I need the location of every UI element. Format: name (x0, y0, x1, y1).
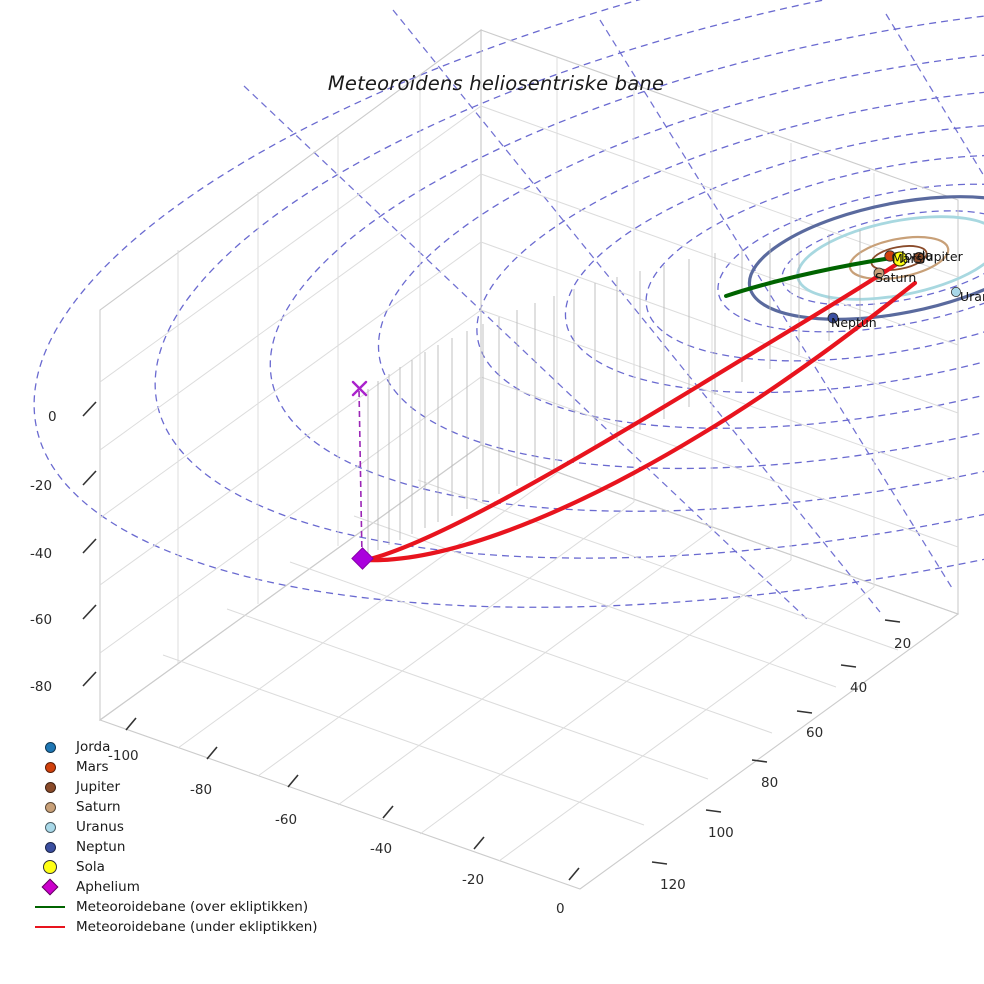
ecliptic-projection-grid (243, 9, 984, 621)
legend-item-jorda: Jorda (30, 737, 320, 757)
z-tick-label: -20 (30, 478, 53, 494)
annotation-uranus: Uranus (960, 289, 984, 304)
x-tick-label: -100 (108, 748, 139, 764)
orbit-projection-ellipses (33, 0, 984, 608)
legend-label: Sola (76, 859, 105, 875)
legend: Jorda Mars Jupiter Saturn Uranus (30, 737, 320, 937)
marker-saturn (873, 267, 885, 279)
y-tick-label: 60 (806, 725, 824, 741)
legend-line-red-icon (30, 917, 70, 937)
legend-item-saturn: Saturn (30, 797, 320, 817)
legend-item-aphelium: Aphelium (30, 877, 320, 897)
legend-label: Meteoroidebane (under ekliptikken) (76, 919, 318, 935)
z-tick-label: -60 (30, 612, 53, 628)
x-tick-label: -40 (370, 841, 393, 857)
annotation-jorda: Jorda (901, 248, 933, 263)
marker-aphelion-projection (351, 380, 368, 397)
y-tick-label: 20 (894, 636, 912, 652)
legend-label: Aphelium (76, 879, 140, 895)
right-wall-gridlines (480, 58, 959, 587)
marker-sola (892, 251, 908, 267)
legend-marker-jupiter-icon (30, 777, 70, 797)
y-tick-label: 100 (708, 825, 734, 841)
orbit-saturn (848, 235, 950, 281)
legend-marker-aphelium-icon (30, 877, 70, 897)
legend-item-orbit-under-ecliptic: Meteoroidebane (under ekliptikken) (30, 917, 320, 937)
legend-item-neptun: Neptun (30, 837, 320, 857)
annotation-neptun: Neptun (831, 315, 877, 330)
legend-marker-uranus-icon (30, 817, 70, 837)
legend-label: Jorda (76, 739, 111, 755)
meteoroid-orbit-under-ecliptic-lower (363, 280, 918, 563)
left-wall-gridlines (99, 74, 482, 663)
x-tick-label: -20 (462, 872, 485, 888)
x-tick-label: 0 (556, 901, 565, 917)
legend-label: Neptun (76, 839, 126, 855)
legend-item-uranus: Uranus (30, 817, 320, 837)
annotation-jupiter: Jupiter (922, 249, 963, 264)
legend-label: Uranus (76, 819, 124, 835)
x-tick-label: -60 (275, 812, 298, 828)
z-tick-label: -40 (30, 546, 53, 562)
legend-item-orbit-over-ecliptic: Meteoroidebane (over ekliptikken) (30, 897, 320, 917)
legend-label: Mars (76, 759, 109, 775)
axes-3d-box (98, 28, 960, 890)
legend-item-mars: Mars (30, 757, 320, 777)
legend-marker-neptun-icon (30, 837, 70, 857)
z-tick-label: 0 (48, 409, 57, 425)
legend-label: Jupiter (76, 779, 121, 795)
z-tick-label: -80 (30, 679, 53, 695)
legend-item-sola: Sola (30, 857, 320, 877)
marker-uranus (951, 286, 962, 297)
annotation-saturn: Saturn (875, 270, 917, 285)
legend-marker-sola-icon (30, 857, 70, 877)
marker-aphelion (351, 547, 374, 570)
y-tick-label: 120 (660, 877, 686, 893)
floor-gridlines (162, 472, 899, 862)
legend-line-green-icon (30, 897, 70, 917)
legend-item-jupiter: Jupiter (30, 777, 320, 797)
y-tick-label: 40 (850, 680, 868, 696)
legend-label: Meteoroidebane (over ekliptikken) (76, 899, 309, 915)
meteoroid-orbit-under-ecliptic-upper (363, 259, 903, 563)
annotation-mars: Mars (892, 251, 923, 266)
planet-markers (827, 250, 962, 324)
marker-jupiter (913, 251, 926, 264)
y-tick-label: 80 (761, 775, 779, 791)
page-title: Meteoroidens heliosentriske bane (327, 72, 665, 95)
legend-marker-jorda-icon (30, 737, 70, 757)
legend-marker-saturn-icon (30, 797, 70, 817)
marker-neptun (827, 312, 839, 324)
x-tick-label: -80 (190, 782, 213, 798)
legend-label: Saturn (76, 799, 121, 815)
meteoroid-orbit-over-ecliptic (724, 255, 900, 298)
orbit-jupiter (870, 245, 928, 271)
legend-marker-mars-icon (30, 757, 70, 777)
aphelion-drop-line (358, 388, 363, 558)
axis-ticks (82, 401, 901, 881)
